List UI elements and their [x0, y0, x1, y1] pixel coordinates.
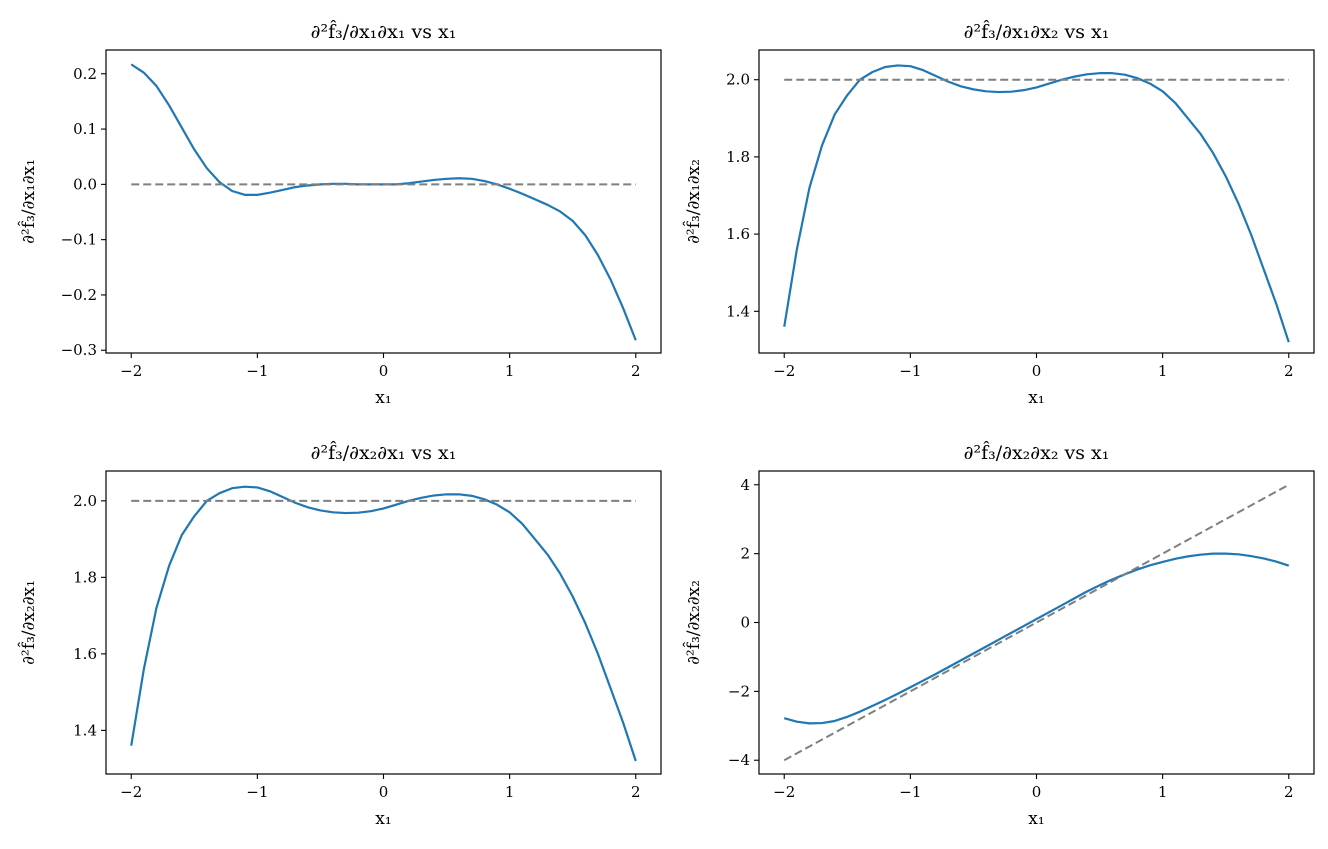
plot4-ylabel: ∂²f̂₃/∂x₂∂x₂ — [683, 580, 704, 665]
plot4-xtick-label: 1 — [1158, 783, 1168, 801]
plot3-xlabel: x₁ — [375, 809, 391, 829]
plot4-xtick-label: 2 — [1284, 783, 1294, 801]
plot2-xlabel: x₁ — [1028, 388, 1044, 408]
plot2-title: ∂²f̂₃/∂x₁∂x₂ vs x₁ — [964, 20, 1110, 43]
plot1-ytick-label: −0.1 — [61, 231, 97, 249]
plot1-axes-frame — [105, 49, 662, 354]
plot1-ytick-label: 0.0 — [73, 175, 97, 193]
plot2-xtick-label: −2 — [773, 362, 795, 380]
plot4-xtick-label: 0 — [1032, 783, 1042, 801]
plot1-xtick-label: −1 — [246, 362, 268, 380]
plot1-xlabel: x₁ — [375, 388, 391, 408]
plot4-ytick-label: 2 — [740, 545, 750, 563]
plot1-xtick-label: −2 — [120, 362, 142, 380]
plot4-xlabel: x₁ — [1028, 809, 1044, 829]
plot3-ytick-label: 2.0 — [73, 492, 97, 510]
plot1-xtick-label: 0 — [379, 362, 389, 380]
plot4: −2 −1 0 1 2 4 2 0 −2 −4 ∂²f̂₃/∂x₂∂x₂ vs x₁ x₁ ∂²f̂₃/… — [683, 441, 1315, 829]
plot3-ytick-label: 1.8 — [73, 568, 97, 586]
plot3-xtick-label: −1 — [246, 783, 268, 801]
plot1-title: ∂²f̂₃/∂x₁∂x₁ vs x₁ — [311, 20, 457, 43]
plot2-axes-frame — [758, 49, 1315, 354]
plot3-xtick-label: 0 — [379, 783, 389, 801]
plot2-ylabel: ∂²f̂₃/∂x₁∂x₂ — [683, 159, 704, 244]
plot2-ytick-label: 1.8 — [726, 148, 750, 166]
plot2: −2 −1 0 1 2 2.0 1.8 1.6 1.4 ∂²f̂₃/∂x₁∂x₂ vs x₁ x₁ ∂… — [683, 20, 1315, 408]
plot2-xtick-label: 2 — [1284, 362, 1294, 380]
plot1-xtick-label: 1 — [505, 362, 515, 380]
plot1-series-estimate-line — [130, 63, 637, 341]
plot2-ytick-label: 1.4 — [726, 302, 750, 320]
plot1-ytick-label: 0.1 — [73, 120, 97, 138]
plot3-title: ∂²f̂₃/∂x₂∂x₁ vs x₁ — [311, 441, 457, 464]
plot3-ylabel: ∂²f̂₃/∂x₂∂x₁ — [18, 580, 39, 665]
plot4-series-estimate-line — [783, 552, 1290, 725]
plot4-title: ∂²f̂₃/∂x₂∂x₂ vs x₁ — [964, 441, 1110, 464]
plot3-xtick-label: 1 — [505, 783, 515, 801]
plot1-ylabel: ∂²f̂₃/∂x₁∂x₁ — [18, 159, 39, 244]
plot2-ytick-label: 2.0 — [726, 71, 750, 89]
plot2-xtick-label: −1 — [899, 362, 921, 380]
plot4-xtick-label: −1 — [899, 783, 921, 801]
plot4-ytick-label: 0 — [740, 614, 750, 632]
plot3-ytick-label: 1.6 — [73, 645, 97, 663]
plot2-ytick-label: 1.6 — [726, 225, 750, 243]
plot3-axes-frame — [105, 470, 662, 775]
plot2-series-estimate-line — [783, 64, 1290, 343]
plot4-ytick-label: 4 — [740, 476, 750, 494]
plot2-xtick-label: 1 — [1158, 362, 1168, 380]
plot4-xtick-label: −2 — [773, 783, 795, 801]
plot1-ytick-label: −0.2 — [61, 286, 97, 304]
plot4-ytick-label: −2 — [728, 682, 750, 700]
plot2-xtick-label: 0 — [1032, 362, 1042, 380]
plot3: −2 −1 0 1 2 2.0 1.8 1.6 1.4 ∂²f̂₃/∂x₂∂x₁ vs x₁ x₁ ∂… — [18, 441, 662, 829]
plot3-xtick-label: −2 — [120, 783, 142, 801]
plot4-series-reference-line — [783, 483, 1290, 762]
plot3-series-estimate-line — [130, 485, 637, 762]
plot3-ytick-label: 1.4 — [73, 721, 97, 739]
plot1-xtick-label: 2 — [631, 362, 641, 380]
plot4-ytick-label: −4 — [728, 751, 750, 769]
plot3-xtick-label: 2 — [631, 783, 641, 801]
plot1-ytick-label: 0.2 — [73, 65, 97, 83]
plot1: −2 −1 0 1 2 0.2 0.1 0.0 −0.1 −0.2 −0.3 ∂²f̂₃/∂x₁∂x₁… — [18, 20, 662, 408]
plot1-ytick-label: −0.3 — [61, 341, 97, 359]
